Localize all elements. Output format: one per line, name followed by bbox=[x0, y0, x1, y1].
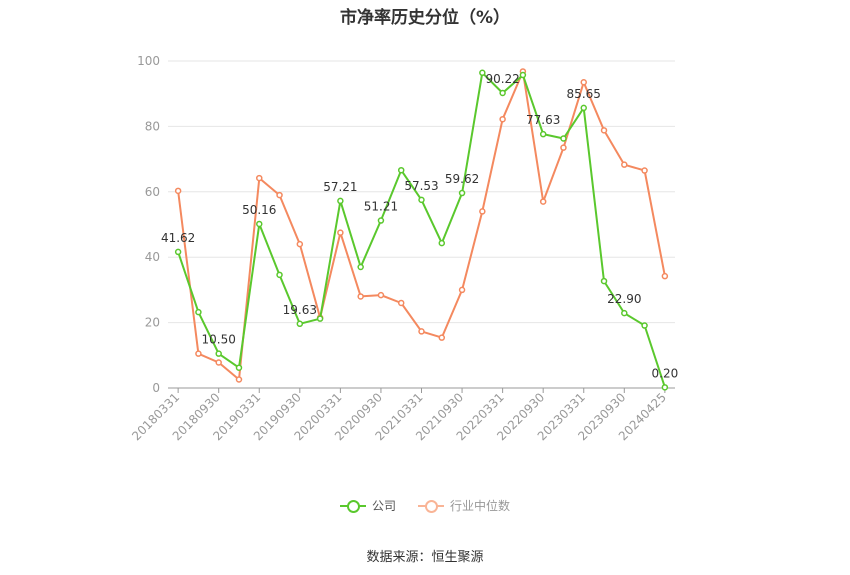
data-point bbox=[174, 187, 182, 195]
data-point bbox=[337, 197, 344, 205]
data-point bbox=[174, 248, 182, 256]
legend-company-marker-icon bbox=[339, 499, 366, 513]
data-label: 51.21 bbox=[364, 200, 398, 214]
data-point bbox=[276, 271, 283, 279]
data-point bbox=[519, 71, 527, 79]
series-lines bbox=[174, 68, 669, 391]
data-point bbox=[235, 364, 243, 371]
data-point bbox=[337, 229, 344, 236]
data-point bbox=[256, 174, 263, 182]
data-point bbox=[377, 291, 385, 299]
data-label: 57.53 bbox=[404, 179, 438, 193]
legend-industry-label: 行业中位数 bbox=[450, 499, 511, 513]
y-tick-label: 40 bbox=[145, 250, 160, 264]
data-point bbox=[296, 320, 304, 328]
data-point bbox=[438, 334, 446, 341]
data-point bbox=[661, 272, 669, 280]
data-point bbox=[418, 196, 425, 204]
data-point bbox=[316, 315, 324, 322]
axes: 0204060801002018033120180930201903312019… bbox=[129, 54, 675, 443]
legend-item-company[interactable]: 公司 bbox=[339, 497, 396, 514]
data-point bbox=[580, 104, 587, 112]
data-point bbox=[397, 299, 405, 307]
legend-industry-marker-icon bbox=[418, 499, 444, 513]
data-label: 85.65 bbox=[567, 87, 601, 101]
y-tick-label: 80 bbox=[145, 119, 160, 133]
data-point bbox=[377, 217, 385, 224]
data-point bbox=[641, 322, 648, 329]
data-point bbox=[621, 309, 628, 317]
data-point bbox=[621, 161, 628, 168]
data-point bbox=[539, 198, 547, 205]
data-label: 19.63 bbox=[283, 303, 317, 317]
data-point bbox=[600, 277, 608, 285]
data-point bbox=[215, 359, 222, 366]
data-point bbox=[560, 144, 567, 151]
data-point bbox=[195, 350, 202, 357]
data-label: 22.90 bbox=[607, 292, 641, 306]
data-label: 41.62 bbox=[161, 231, 195, 245]
data-point bbox=[499, 115, 506, 123]
data-point bbox=[479, 208, 486, 215]
data-point bbox=[296, 240, 304, 248]
data-point bbox=[397, 166, 405, 174]
y-tick-label: 60 bbox=[145, 185, 160, 199]
legend-company-label: 公司 bbox=[371, 499, 396, 513]
data-point bbox=[560, 135, 567, 142]
y-tick-label: 100 bbox=[137, 54, 160, 68]
data-point bbox=[418, 328, 425, 335]
data-point bbox=[661, 384, 669, 391]
data-point bbox=[479, 69, 486, 77]
data-point bbox=[215, 350, 222, 357]
data-point bbox=[499, 89, 506, 97]
data-point bbox=[276, 191, 283, 199]
data-point bbox=[458, 286, 466, 294]
data-point bbox=[600, 127, 608, 134]
data-point bbox=[458, 189, 466, 197]
chart-title: 市净率历史分位（%） bbox=[339, 8, 511, 28]
data-point bbox=[357, 263, 364, 271]
data-point bbox=[357, 293, 364, 300]
data-label: 59.62 bbox=[445, 172, 479, 186]
data-point bbox=[235, 376, 243, 383]
legend-item-industry[interactable]: 行业中位数 bbox=[418, 497, 510, 514]
data-point bbox=[539, 130, 547, 138]
grid-lines bbox=[168, 60, 675, 324]
data-point bbox=[580, 79, 587, 86]
legend: 公司 行业中位数 bbox=[0, 497, 850, 514]
data-label: 10.50 bbox=[202, 333, 236, 347]
data-labels: 41.62 10.50 50.16 19.63 57.21 51.21 57.53 59.62… bbox=[161, 72, 678, 380]
data-label: 50.16 bbox=[242, 203, 276, 217]
data-point bbox=[256, 220, 263, 228]
series-line bbox=[177, 71, 666, 388]
data-label: 0.20 bbox=[652, 366, 679, 380]
data-point bbox=[641, 167, 648, 174]
data-source: 数据来源：恒生聚源 bbox=[366, 550, 484, 565]
data-label: 57.21 bbox=[323, 180, 357, 194]
data-label: 77.63 bbox=[526, 113, 560, 127]
y-tick-label: 20 bbox=[145, 316, 160, 330]
y-tick-label: 0 bbox=[152, 381, 160, 395]
data-point bbox=[438, 239, 446, 247]
data-label: 90.22 bbox=[485, 72, 519, 86]
data-point bbox=[195, 308, 202, 316]
